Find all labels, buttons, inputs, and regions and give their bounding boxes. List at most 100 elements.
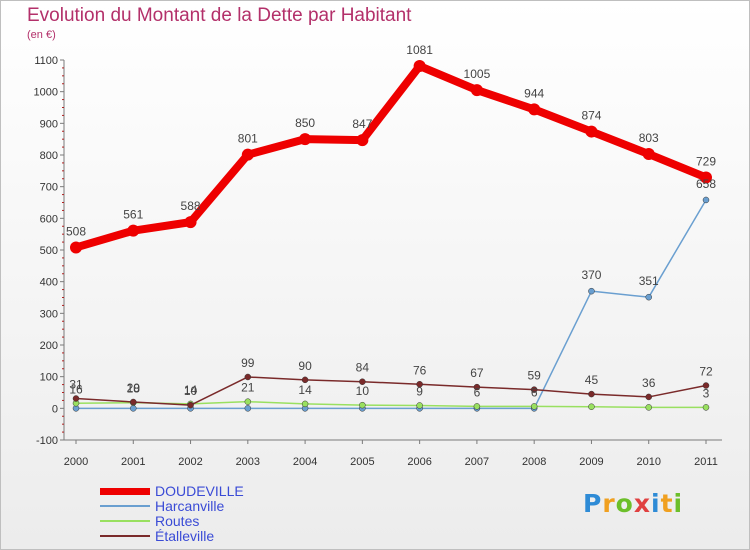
data-point bbox=[588, 390, 595, 398]
y-tick-label: 200 bbox=[40, 340, 58, 352]
data-label: 20 bbox=[127, 381, 141, 395]
data-point bbox=[244, 405, 252, 412]
y-tick-label: 500 bbox=[40, 245, 58, 257]
data-point bbox=[301, 400, 309, 408]
data-label: 99 bbox=[241, 356, 255, 370]
data-point bbox=[642, 148, 655, 161]
data-point bbox=[356, 134, 369, 147]
legend-label: Étalleville bbox=[155, 528, 215, 544]
data-label: 874 bbox=[581, 109, 601, 123]
logo-letter: r bbox=[602, 489, 616, 518]
x-tick-label: 2002 bbox=[178, 456, 202, 468]
data-label: 801 bbox=[238, 132, 258, 146]
data-point bbox=[299, 133, 312, 146]
y-tick-label: -100 bbox=[36, 435, 58, 447]
data-point bbox=[70, 241, 82, 254]
data-point bbox=[645, 393, 652, 401]
data-point bbox=[130, 398, 137, 406]
data-point bbox=[645, 293, 652, 301]
data-point bbox=[588, 403, 595, 410]
data-label: 72 bbox=[699, 365, 713, 379]
data-point bbox=[473, 383, 481, 391]
unit-label: (en €) bbox=[27, 29, 56, 41]
x-tick-label: 2007 bbox=[465, 456, 489, 468]
data-point bbox=[702, 404, 710, 411]
x-tick-label: 2004 bbox=[293, 456, 317, 468]
data-label: 370 bbox=[581, 268, 601, 282]
data-point bbox=[416, 381, 423, 388]
y-tick-label: 0 bbox=[52, 403, 58, 415]
data-point bbox=[184, 216, 197, 229]
data-label: 1005 bbox=[464, 67, 491, 81]
proxiti-logo: Proxiti bbox=[583, 489, 683, 518]
data-point bbox=[700, 171, 712, 184]
data-point bbox=[359, 401, 366, 409]
data-label: 561 bbox=[123, 208, 143, 222]
y-tick-label: 900 bbox=[40, 118, 58, 130]
data-label: 14 bbox=[298, 383, 312, 397]
y-tick-label: 800 bbox=[40, 150, 58, 162]
data-point bbox=[359, 378, 366, 385]
data-label: 658 bbox=[696, 177, 716, 191]
x-tick-label: 2011 bbox=[694, 456, 718, 468]
data-label: 36 bbox=[642, 376, 656, 390]
x-tick-label: 2005 bbox=[350, 456, 374, 468]
series-0 bbox=[70, 60, 712, 254]
y-tick-label: 700 bbox=[40, 182, 58, 194]
logo-letter: x bbox=[633, 489, 651, 518]
x-tick-label: 2006 bbox=[407, 456, 431, 468]
data-label: 59 bbox=[528, 369, 542, 383]
data-point bbox=[187, 401, 194, 409]
data-point bbox=[244, 398, 252, 405]
data-point bbox=[530, 403, 538, 410]
data-point bbox=[416, 402, 423, 409]
x-tick-label: 2001 bbox=[121, 456, 145, 468]
y-tick-label: 600 bbox=[40, 213, 58, 225]
data-point bbox=[72, 395, 80, 402]
series-2 bbox=[72, 398, 710, 411]
y-tick-label: 1100 bbox=[34, 55, 58, 67]
data-label: 850 bbox=[295, 116, 315, 130]
data-point bbox=[528, 103, 541, 116]
data-label: 76 bbox=[413, 363, 427, 377]
data-label: 9 bbox=[416, 384, 423, 398]
series-line bbox=[75, 376, 707, 406]
data-label: 588 bbox=[181, 199, 201, 213]
y-tick-label: 100 bbox=[40, 372, 58, 384]
x-tick-label: 2008 bbox=[522, 456, 546, 468]
data-point bbox=[645, 404, 652, 411]
data-point bbox=[473, 403, 481, 410]
data-label: 16 bbox=[69, 382, 83, 396]
data-label: 847 bbox=[352, 117, 372, 131]
x-tick-label: 2010 bbox=[636, 456, 660, 468]
data-point bbox=[130, 405, 137, 412]
series-line bbox=[75, 199, 707, 410]
data-label: 14 bbox=[184, 383, 198, 397]
logo-letter: t bbox=[660, 489, 674, 518]
data-label: 3 bbox=[703, 386, 710, 400]
data-label: 31 bbox=[69, 378, 83, 392]
data-label: 18 bbox=[127, 382, 141, 396]
data-point bbox=[585, 125, 598, 138]
legend-label: Routes bbox=[155, 513, 200, 529]
logo-letter: i bbox=[651, 489, 661, 518]
y-tick-label: 1000 bbox=[34, 87, 58, 99]
series-line bbox=[75, 400, 707, 409]
logo-letter: P bbox=[583, 489, 603, 518]
data-point bbox=[702, 382, 710, 389]
y-tick-label: 400 bbox=[40, 277, 58, 289]
legend-swatch bbox=[100, 488, 150, 495]
data-point bbox=[241, 148, 254, 161]
series-3 bbox=[72, 373, 710, 409]
data-point bbox=[413, 60, 426, 73]
data-label: 10 bbox=[356, 384, 370, 398]
data-label: 351 bbox=[639, 274, 659, 288]
data-label: 67 bbox=[470, 366, 484, 380]
series-line bbox=[72, 62, 710, 252]
logo-letter: i bbox=[673, 489, 684, 518]
chart-title: Evolution du Montant de la Dette par Hab… bbox=[27, 5, 412, 26]
data-label: 10 bbox=[184, 384, 198, 398]
data-point bbox=[244, 373, 252, 381]
